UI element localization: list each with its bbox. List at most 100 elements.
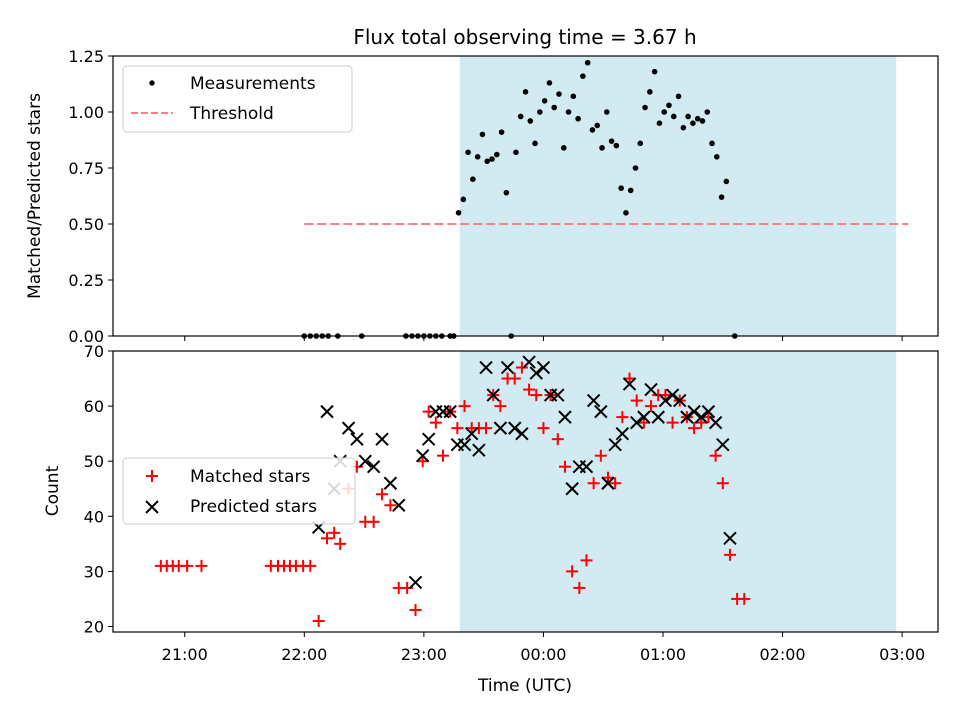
legend-matched-label: Matched stars xyxy=(190,467,310,487)
predicted-star-point xyxy=(694,410,708,424)
matched-star-point xyxy=(312,614,325,627)
top-y-tick-label: 0.75 xyxy=(68,159,104,178)
measurement-point xyxy=(647,89,653,95)
matched-star-point xyxy=(609,477,622,490)
matched-star-point xyxy=(537,422,550,435)
predicted-star-point xyxy=(508,421,522,435)
bottom-x-tick-label: 01:00 xyxy=(640,645,686,664)
matched-star-point xyxy=(558,460,571,473)
predicted-star-point xyxy=(500,360,515,375)
measurement-point xyxy=(637,140,644,147)
measurement-point xyxy=(651,68,658,75)
bottom-y-tick-label: 30 xyxy=(84,562,104,581)
measurement-point xyxy=(632,165,639,171)
matched-star-point xyxy=(666,416,679,429)
bottom-x-tick-label: 22:00 xyxy=(281,645,327,664)
top-y-ticks: 0.00 0.25 0.50 0.75 1.00 1.25 xyxy=(68,47,113,346)
predicted-star-point xyxy=(358,454,372,468)
bottom-panel: 20 30 40 50 60 70 21:00 22:00 23:00 00:00 01:00 02… xyxy=(43,342,939,696)
matched-star-point xyxy=(437,449,449,462)
matched-star-point xyxy=(480,422,493,435)
predicted-star-point xyxy=(443,404,457,419)
measurement-point xyxy=(680,124,687,131)
predicted-star-point xyxy=(415,448,430,463)
top-y-tick-label: 0.00 xyxy=(68,327,104,346)
measurement-point xyxy=(532,140,538,147)
measurement-point xyxy=(498,129,505,135)
predicted-star-point xyxy=(629,415,644,430)
predicted-star-point xyxy=(515,426,529,441)
measurement-point xyxy=(618,185,624,191)
matched-star-point xyxy=(616,411,629,424)
matched-star-point xyxy=(709,449,722,462)
bottom-marks xyxy=(154,355,751,627)
measurement-point xyxy=(699,118,706,124)
matched-star-point xyxy=(508,372,521,385)
predicted-star-point xyxy=(529,366,543,380)
top-y-axis-label: Matched/Predicted stars xyxy=(25,93,45,299)
measurement-point xyxy=(594,122,601,129)
predicted-star-point xyxy=(687,404,701,419)
matched-star-point xyxy=(688,422,701,435)
predicted-star-point xyxy=(680,410,694,424)
predicted-star-point xyxy=(601,476,615,490)
predicted-star-point xyxy=(558,410,572,424)
measurement-point xyxy=(522,89,529,95)
measurement-point xyxy=(656,120,663,126)
bottom-y-tick-label: 60 xyxy=(84,397,104,416)
bottom-y-axis-label: Count xyxy=(43,465,63,516)
measurement-point xyxy=(537,109,543,115)
top-x-ticks xyxy=(184,336,903,341)
matched-star-point xyxy=(181,559,194,572)
bottom-y-tick-label: 70 xyxy=(84,342,104,361)
matched-star-point xyxy=(494,400,507,413)
predicted-star-point xyxy=(522,355,536,369)
matched-star-point xyxy=(602,471,614,484)
bottom-y-tick-label: 50 xyxy=(84,452,104,471)
measurement-point xyxy=(455,210,462,216)
top-marks xyxy=(301,59,909,339)
predicted-star-point xyxy=(565,482,579,496)
matched-star-point xyxy=(416,455,429,468)
predicted-star-point xyxy=(622,377,637,391)
predicted-star-point xyxy=(586,393,601,408)
predicted-star-point xyxy=(421,432,436,446)
predicted-star-point xyxy=(579,459,594,474)
measurement-point xyxy=(604,109,610,115)
matched-star-point xyxy=(451,422,464,435)
predicted-star-point xyxy=(457,437,472,452)
measurement-point xyxy=(551,104,557,111)
matched-star-point xyxy=(716,477,729,490)
measurement-point xyxy=(709,140,715,147)
predicted-star-point xyxy=(408,575,423,590)
matched-star-point xyxy=(334,537,347,550)
measurement-point xyxy=(718,194,725,200)
top-legend-box xyxy=(122,65,353,133)
measurement-point xyxy=(494,151,500,158)
measurement-point xyxy=(584,59,591,66)
top-axes-frame xyxy=(112,55,939,337)
predicted-star-point xyxy=(716,437,730,452)
predicted-star-point xyxy=(493,421,508,435)
predicted-star-point xyxy=(383,476,398,490)
matched-star-point xyxy=(587,477,600,490)
matched-star-point xyxy=(580,554,593,567)
measurement-point xyxy=(694,115,701,122)
matched-star-point xyxy=(551,433,564,446)
measurement-point xyxy=(675,93,682,100)
predicted-star-point xyxy=(392,498,406,512)
bottom-y-ticks: 20 30 40 50 60 70 xyxy=(84,342,113,636)
measurement-point xyxy=(666,102,672,109)
measurement-point xyxy=(484,158,491,165)
measurement-point xyxy=(517,113,524,120)
predicted-star-point xyxy=(320,404,334,419)
matched-star-point xyxy=(422,405,435,418)
matched-star-point xyxy=(723,548,736,561)
predicted-star-point xyxy=(637,410,651,424)
matched-star-point xyxy=(695,416,708,429)
matched-star-point xyxy=(429,416,442,429)
top-panel: 0.00 0.25 0.50 0.75 1.00 1.25 Matched/Predict… xyxy=(25,47,939,346)
predicted-star-point xyxy=(594,404,608,419)
matched-star-point xyxy=(321,532,334,545)
